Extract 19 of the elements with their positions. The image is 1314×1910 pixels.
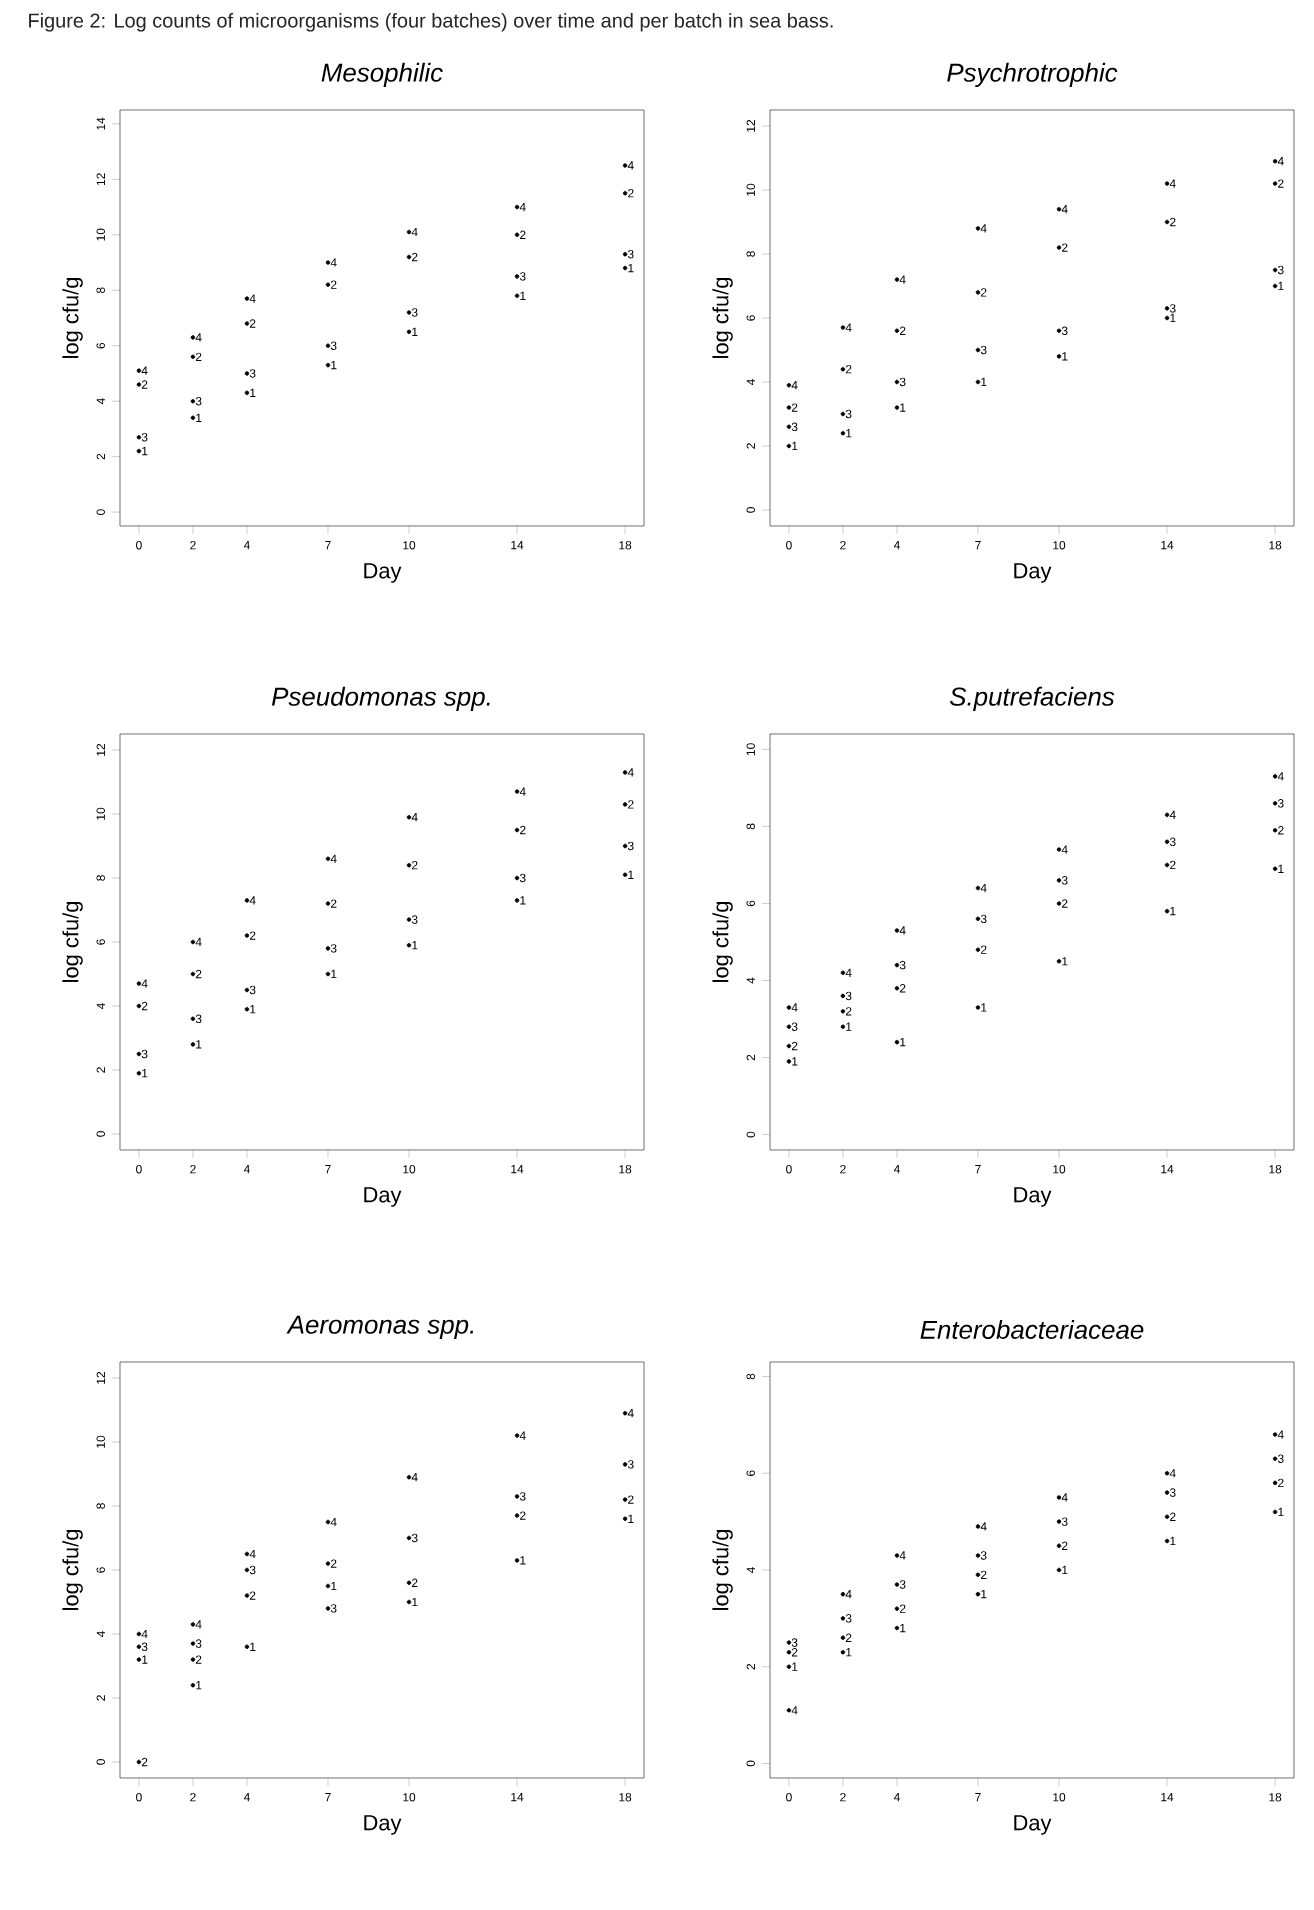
chart-title: Mesophilic [321,62,443,87]
chart-title: Enterobacteriaceae [920,1319,1144,1339]
caption: Figure 2: Log counts of microorganisms (four batches) over time and per batch in sea bass. [29,13,833,32]
x-axis-title: Day [1014,563,1052,583]
y-axis-title: log cfu/g [712,901,733,982]
x-axis-title: Day [1014,1815,1052,1835]
chart-title: Pseudomonas spp. [271,686,490,711]
y-axis-title: log cfu/g [712,1529,733,1610]
chart-title: S.putrefaciens [949,686,1115,711]
y-axis-title: log cfu/g [62,277,83,358]
y-axis-title: log cfu/g [62,901,83,982]
x-axis-title: Day [1014,1187,1052,1207]
x-axis-title: Day [364,1187,402,1207]
chart-title: Aeromonas spp. [286,1315,474,1339]
y-axis-title: log cfu/g [712,277,733,358]
x-axis-title: Day [364,563,402,583]
chart-title: Psychrotrophic [947,62,1118,87]
y-axis-title: log cfu/g [62,1529,83,1610]
x-axis-title: Day [364,1815,402,1835]
